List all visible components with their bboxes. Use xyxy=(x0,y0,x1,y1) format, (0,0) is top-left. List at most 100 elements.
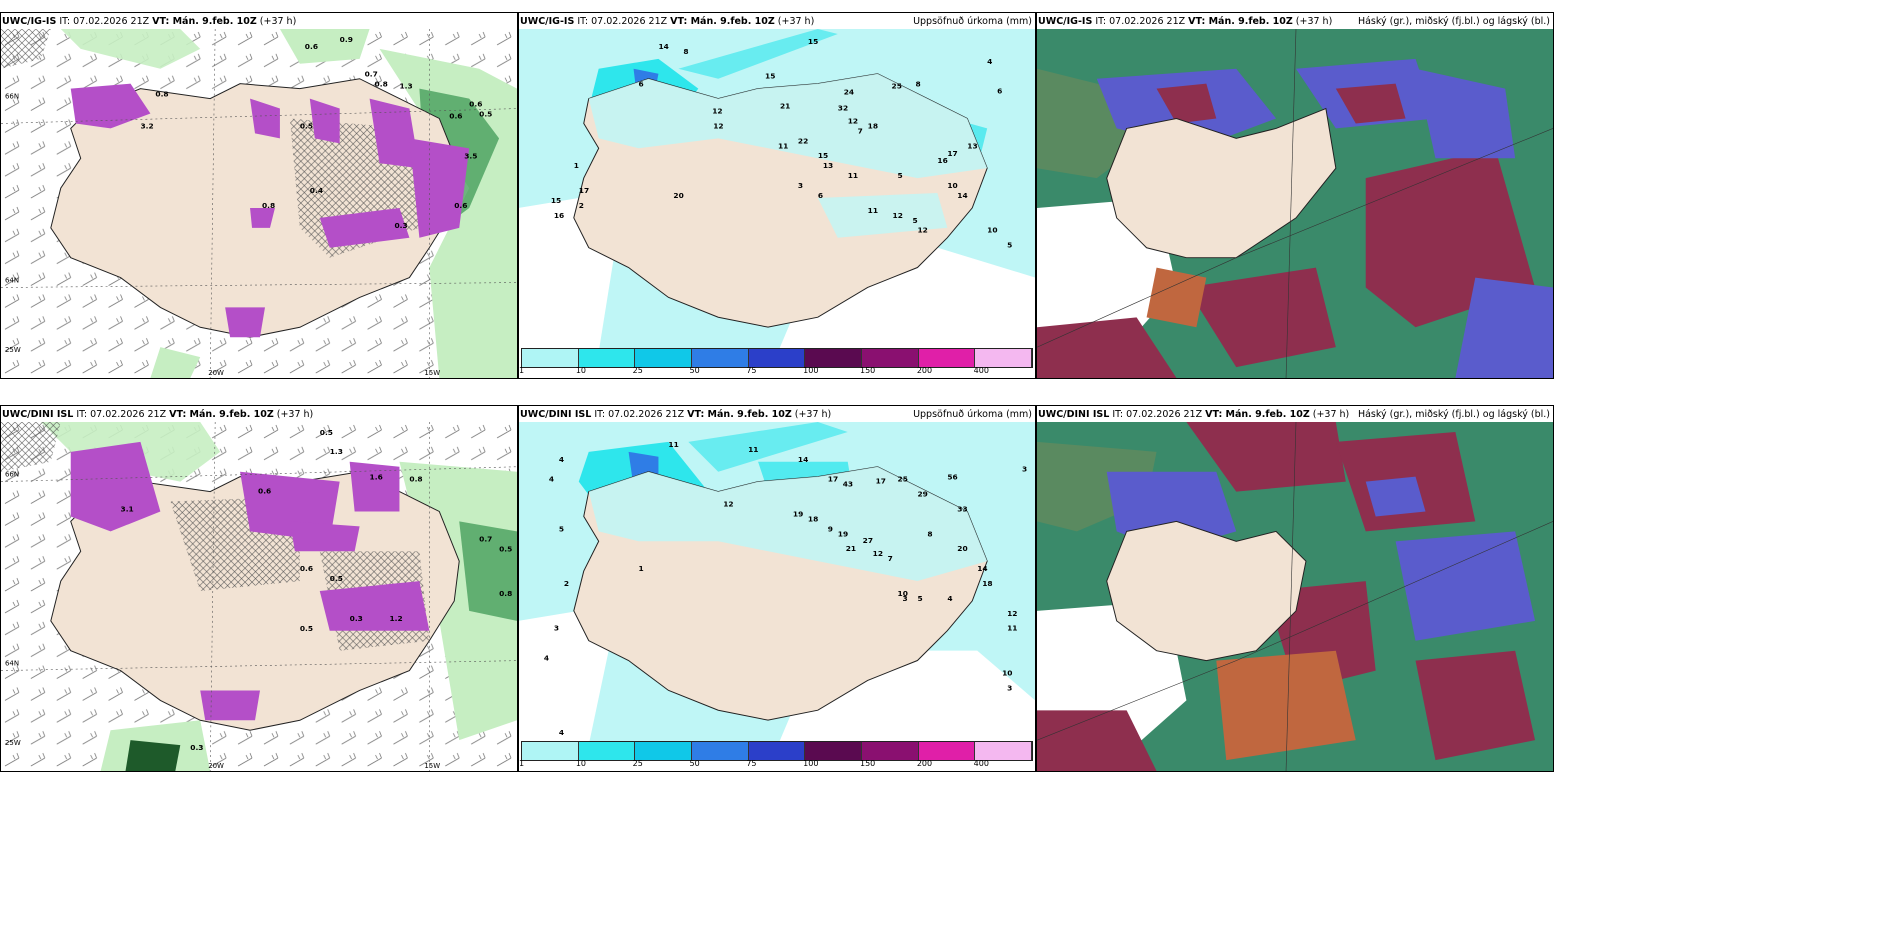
value-label: 0.8 xyxy=(155,90,168,99)
colorbar-label: 400 xyxy=(973,366,989,375)
value-label: 17 xyxy=(876,477,886,486)
value-label: 3 xyxy=(798,181,803,190)
value-label: 11 xyxy=(668,440,678,449)
value-label: 19 xyxy=(838,529,848,538)
value-label: 1.6 xyxy=(370,473,383,482)
value-label: 0.6 xyxy=(305,42,318,51)
map-snow-r2[interactable]: 66N 64N 25W 20W 15W 0.5 1.3 0.6 1.6 0.8 0.7 0.… xyxy=(1,422,517,771)
value-label: 10 xyxy=(898,589,908,598)
lat-label: 66N xyxy=(5,471,19,479)
value-label: 18 xyxy=(982,579,992,588)
colorbar-seg xyxy=(522,349,579,367)
value-label: 0.3 xyxy=(394,221,407,230)
lon-label: 20W xyxy=(208,762,224,770)
value-label: 1.3 xyxy=(399,82,412,91)
value-label: 0.8 xyxy=(262,201,275,210)
value-label: 27 xyxy=(863,536,873,545)
value-label: 11 xyxy=(848,171,858,180)
map-clouds-r1[interactable] xyxy=(1037,29,1553,378)
value-label: 11 xyxy=(748,445,758,454)
value-label: 33 xyxy=(957,504,967,513)
value-label: 0.3 xyxy=(350,614,363,623)
value-label: 3 xyxy=(554,624,559,633)
colorbar-label: 25 xyxy=(632,759,643,768)
value-label: 20 xyxy=(673,191,683,200)
colorbar-seg xyxy=(522,742,579,760)
value-label: 12 xyxy=(893,211,903,220)
value-label: 0.3 xyxy=(190,743,203,752)
value-label: 0.5 xyxy=(499,544,512,553)
value-label: 0.4 xyxy=(310,186,323,195)
panel-right-label: Háský (gr.), miðský (fj.bl.) og lágský (… xyxy=(1357,16,1550,27)
value-label: 9 xyxy=(828,524,833,533)
value-label: 2 xyxy=(579,201,584,210)
value-label: 17 xyxy=(828,475,838,484)
value-label: 1 xyxy=(639,564,644,573)
value-label: 7 xyxy=(858,126,863,135)
value-label: 0.7 xyxy=(365,70,378,79)
value-label: 12 xyxy=(713,121,723,130)
colorbar-seg xyxy=(578,742,636,760)
colorbar-label: 10 xyxy=(575,366,587,375)
value-label: 21 xyxy=(780,102,790,111)
value-label: 5 xyxy=(898,171,903,180)
value-label: 10 xyxy=(987,226,997,235)
colorbar-seg xyxy=(975,742,1033,760)
value-label: 10 xyxy=(1002,668,1012,677)
colorbar-seg xyxy=(862,349,919,367)
colorbar-seg xyxy=(692,742,749,760)
value-label: 20 xyxy=(957,544,967,553)
value-label: 4 xyxy=(947,594,952,603)
panel-r2-clouds: UWC/DINI ISL IT: 07.02.2026 21Z VT: Mán.… xyxy=(1036,405,1554,772)
snow-map-svg: 66N 64N 25W 20W 15W 0.60.90.70.8 1.30.6 0.… xyxy=(1,29,517,378)
value-label: 16 xyxy=(554,211,564,220)
value-label: 12 xyxy=(873,549,883,558)
lat-label: 66N xyxy=(5,93,19,101)
value-label: 3 xyxy=(903,594,908,603)
colorbar-label: 25 xyxy=(632,366,643,375)
panel-title: UWC/DINI ISL IT: 07.02.2026 21Z VT: Mán.… xyxy=(2,409,314,420)
colorbar-seg xyxy=(975,349,1033,367)
value-label: 25 xyxy=(892,82,902,91)
colorbar-seg xyxy=(805,742,863,760)
value-label: 0.5 xyxy=(300,121,313,130)
panel-r2-snow: UWC/DINI ISL IT: 07.02.2026 21Z VT: Mán.… xyxy=(0,405,518,772)
value-label: 4 xyxy=(544,654,549,663)
colorbar-label: 400 xyxy=(973,759,989,768)
value-label: 18 xyxy=(868,121,878,130)
snow-values-r2: 0.51.30.61.60.80.70.53.10.60.50.30.52.20… xyxy=(121,428,513,752)
panel-r1-snow: UWC/IG-IS IT: 07.02.2026 21Z VT: Mán. 9.… xyxy=(0,12,518,379)
value-label: 13 xyxy=(967,141,977,150)
value-label: 13 xyxy=(823,161,833,170)
value-label: 4 xyxy=(559,728,564,737)
colorbar-seg xyxy=(918,349,976,367)
value-label: 12 xyxy=(917,226,927,235)
panel-right-label: Uppsöfnuð úrkoma (mm) xyxy=(913,409,1032,420)
lon-label: 20W xyxy=(208,369,224,377)
value-label: 0.9 xyxy=(340,35,353,44)
map-precip-r2[interactable]: 4 11 11 14 25 4 3 5 12 17 43 17 29 56 33 19 18 9 19 21 27 12 7… xyxy=(519,422,1035,745)
map-snow-r1[interactable]: 66N 64N 25W 20W 15W 0.6 0.9 0.7 0.8 1.3 0.6 0.… xyxy=(1,29,517,378)
value-label: 0.6 xyxy=(449,111,462,120)
colorbar-seg xyxy=(918,742,976,760)
colorbar-label: 75 xyxy=(746,366,757,375)
colorbar-seg xyxy=(748,349,806,367)
value-label: 19 xyxy=(793,509,803,518)
colorbar-seg xyxy=(692,349,749,367)
value-label: 5 xyxy=(559,524,564,533)
map-clouds-r2[interactable] xyxy=(1037,422,1553,771)
value-label: 11 xyxy=(868,206,878,215)
value-label: 15 xyxy=(551,196,561,205)
value-label: 12 xyxy=(1007,609,1017,618)
colorbar-label: 50 xyxy=(689,759,700,768)
value-label: 22 xyxy=(798,136,808,145)
value-label: 15 xyxy=(765,72,775,81)
colorbar-label: 50 xyxy=(689,366,700,375)
value-label: 25 xyxy=(898,475,908,484)
value-label: 1 xyxy=(574,161,579,170)
lon-label: 15W xyxy=(424,369,440,377)
colorbar-labels: 1 10 25 50 75 100 150 200 400 xyxy=(519,366,1033,378)
value-label: 1.2 xyxy=(389,614,402,623)
map-precip-r1[interactable]: 14 8 15 6 15 12 24 25 8 4 6 12 21 32 12 7 11 22 15 13 18 11 5 1… xyxy=(519,29,1035,352)
value-label: 3 xyxy=(1022,465,1027,474)
